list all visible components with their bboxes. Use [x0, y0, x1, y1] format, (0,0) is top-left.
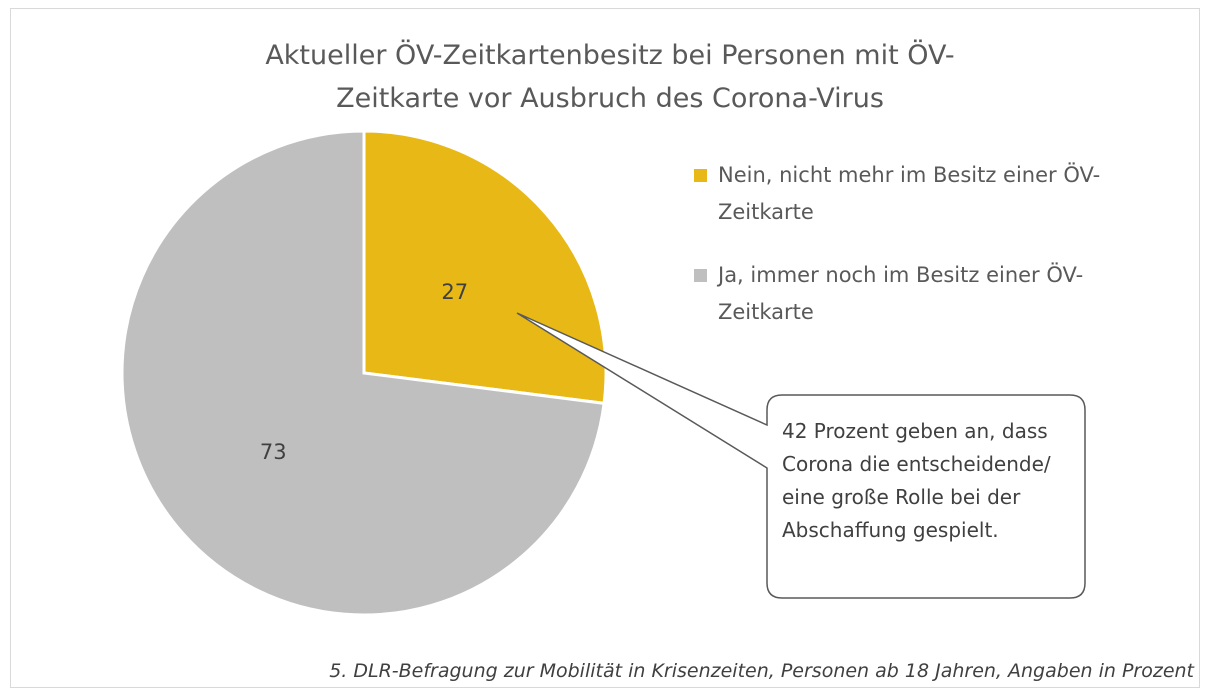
- callout-box: [516, 312, 1086, 599]
- legend-label: Nein, nicht mehr im Besitz einer ÖV-Zeit…: [718, 163, 1101, 224]
- annotation: 42 Prozent geben an, dass Corona die ent…: [782, 419, 1051, 542]
- legend-swatch: [694, 169, 707, 182]
- pie-slice: [120, 129, 606, 617]
- legend-label: Ja, immer noch im Besitz einer ÖV-Zeitka…: [718, 263, 1084, 324]
- legend-swatch: [694, 269, 707, 282]
- data-label: 73: [260, 440, 287, 464]
- legend-entry: Ja, immer noch im Besitz einer ÖV-Zeitka…: [694, 257, 1174, 331]
- data-label: 27: [441, 280, 468, 304]
- legend-entry: Nein, nicht mehr im Besitz einer ÖV-Zeit…: [694, 157, 1174, 231]
- pie-slice: [362, 129, 608, 406]
- footnote: 5. DLR-Befragung zur Mobilität in Krisen…: [329, 660, 1194, 682]
- chart-title: Aktueller ÖV-Zeitkartenbesitz bei Person…: [265, 40, 955, 114]
- chart-frame: [10, 8, 1200, 688]
